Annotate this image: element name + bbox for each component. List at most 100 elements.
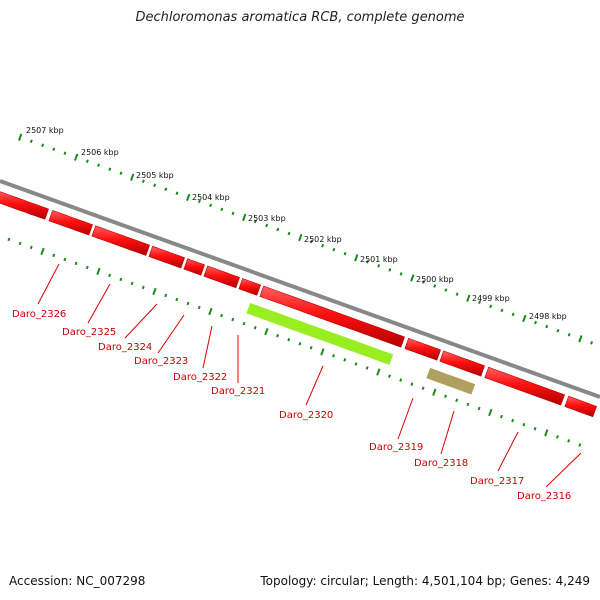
map-title: Dechloromonas aromatica RCB, complete ge… <box>135 10 465 25</box>
tick-mark <box>164 293 168 298</box>
tick-mark <box>511 418 515 423</box>
tick-mark <box>74 261 78 266</box>
gene-segment <box>564 395 597 418</box>
leader-line <box>157 314 185 354</box>
tick-mark <box>309 346 313 350</box>
tick-mark <box>141 179 145 184</box>
tick-mark <box>388 374 391 378</box>
leader-line <box>545 452 582 488</box>
tick-mark <box>209 203 213 208</box>
gene-segment <box>91 225 150 256</box>
tick-mark <box>298 342 302 346</box>
gene-label: Daro_2319 <box>369 442 423 453</box>
tick-mark <box>29 245 33 250</box>
tick-mark <box>108 167 112 171</box>
inner-tick-ring <box>7 237 582 447</box>
topology-text: Topology: circular; Length: 4,501,104 bp… <box>260 574 590 588</box>
ruler-label: 2505 kbp <box>136 171 174 180</box>
tick-mark <box>567 332 571 337</box>
leader-line <box>397 397 414 440</box>
accession-text: Accession: NC_007298 <box>9 574 146 588</box>
tick-mark <box>410 382 414 386</box>
tick-mark <box>298 233 303 242</box>
tick-mark <box>399 272 403 276</box>
tick-mark <box>343 251 347 256</box>
ruler-label: 2500 kbp <box>416 275 454 284</box>
highlight-bar-green <box>245 301 395 367</box>
tick-mark <box>365 366 369 370</box>
tick-mark <box>522 422 526 427</box>
tick-mark <box>534 320 538 325</box>
gene-label: Daro_2318 <box>414 458 468 469</box>
tick-mark <box>152 287 157 296</box>
tick-mark <box>444 288 448 292</box>
ruler-label: 2504 kbp <box>192 193 230 202</box>
tick-mark <box>119 277 123 282</box>
tick-mark <box>545 324 549 329</box>
ruler-label: 2506 kbp <box>81 148 119 157</box>
gene-labels: Daro_2326 Daro_2325 Daro_2324 Daro_2323 … <box>12 309 571 502</box>
ruler-label: 2499 kbp <box>472 294 510 303</box>
tick-mark <box>511 312 515 317</box>
tick-mark <box>578 443 582 447</box>
gene-label: Daro_2321 <box>211 386 265 397</box>
tick-mark <box>85 159 89 163</box>
tick-mark <box>186 301 190 306</box>
tick-mark <box>97 163 101 167</box>
tick-mark <box>208 307 213 316</box>
tick-mark <box>29 139 33 143</box>
tick-mark <box>253 219 257 224</box>
tick-mark <box>18 133 23 141</box>
gene-label: Daro_2326 <box>12 309 66 320</box>
tick-mark <box>590 341 594 345</box>
gene-segment <box>259 285 405 348</box>
tick-mark <box>556 435 559 439</box>
tick-mark <box>231 211 235 216</box>
gene-track <box>0 191 597 418</box>
tick-mark <box>522 314 527 323</box>
tick-mark <box>175 191 179 196</box>
tick-mark <box>186 193 191 201</box>
tick-mark <box>421 386 425 390</box>
ruler-label: 2498 kbp <box>529 312 567 321</box>
gene-segment <box>0 191 49 220</box>
gene-segment <box>148 245 185 269</box>
gene-segment <box>203 265 240 289</box>
leader-line <box>202 325 213 369</box>
tick-mark <box>141 285 145 290</box>
tick-mark <box>478 300 481 305</box>
tick-mark <box>74 153 79 161</box>
tick-mark <box>433 284 437 288</box>
tick-mark <box>466 294 471 302</box>
highlight-bar-olive <box>425 366 477 396</box>
tick-mark <box>567 439 571 443</box>
tick-mark <box>500 308 504 313</box>
gene-segment <box>48 210 93 236</box>
tick-mark <box>7 237 11 242</box>
tick-mark <box>197 305 201 310</box>
gene-label: Daro_2323 <box>134 356 188 367</box>
tick-mark <box>533 426 537 431</box>
tick-mark <box>197 199 201 204</box>
tick-mark <box>253 325 257 330</box>
tick-mark <box>500 414 503 419</box>
tick-mark <box>287 231 291 236</box>
tick-mark <box>332 247 336 252</box>
tick-mark <box>320 348 325 356</box>
tick-mark <box>276 227 280 232</box>
tick-mark <box>130 281 134 286</box>
ruler-label: 2501 kbp <box>360 255 398 264</box>
leader-line <box>497 431 519 472</box>
tick-mark <box>399 378 403 382</box>
tick-mark <box>264 328 269 336</box>
leader-line <box>305 365 324 406</box>
gene-label: Daro_2324 <box>98 342 152 353</box>
tick-mark <box>410 274 415 282</box>
tick-mark <box>544 429 549 437</box>
tick-mark <box>130 173 135 181</box>
tick-mark <box>488 408 493 417</box>
tick-mark <box>310 239 313 244</box>
tick-mark <box>52 147 56 151</box>
gene-label: Daro_2316 <box>517 491 571 502</box>
